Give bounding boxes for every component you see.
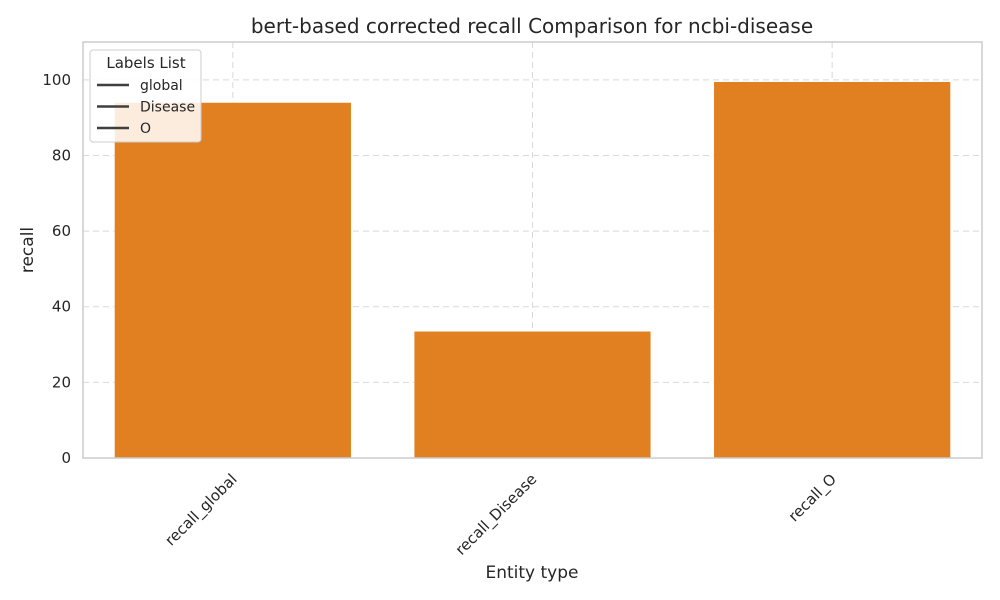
legend: Labels List global Disease O <box>89 49 202 143</box>
x-tick-labels: recall_global recall_Disease recall_O <box>161 470 840 559</box>
x-axis-label: Entity type <box>485 563 578 583</box>
legend-entry-label: global <box>140 78 183 94</box>
legend-entries: global Disease O <box>97 78 195 137</box>
bars <box>114 81 951 459</box>
y-tick-label: 20 <box>52 373 71 391</box>
bar-recall_Disease <box>413 331 652 459</box>
y-tick-label: 0 <box>61 449 71 467</box>
y-tick-label: 100 <box>42 71 71 89</box>
legend-box <box>89 49 202 143</box>
x-tick-label: recall_O <box>785 470 841 526</box>
y-tick-label: 60 <box>52 222 71 240</box>
plot-frame <box>82 41 983 459</box>
chart-title: bert-based corrected recall Comparison f… <box>251 14 813 38</box>
y-tick-labels: 0 20 40 60 80 100 <box>42 71 71 467</box>
x-tick-label: recall_global <box>161 470 241 550</box>
bar-recall_O <box>713 81 951 459</box>
legend-entry-label: O <box>140 121 151 137</box>
bar-recall_global <box>114 102 352 459</box>
y-tick-label: 80 <box>52 146 71 164</box>
legend-title: Labels List <box>106 54 185 72</box>
x-tick-label: recall_Disease <box>452 470 541 559</box>
legend-entry-label: Disease <box>140 100 195 116</box>
y-tick-label: 40 <box>52 298 71 316</box>
y-axis-label: recall <box>18 227 38 273</box>
